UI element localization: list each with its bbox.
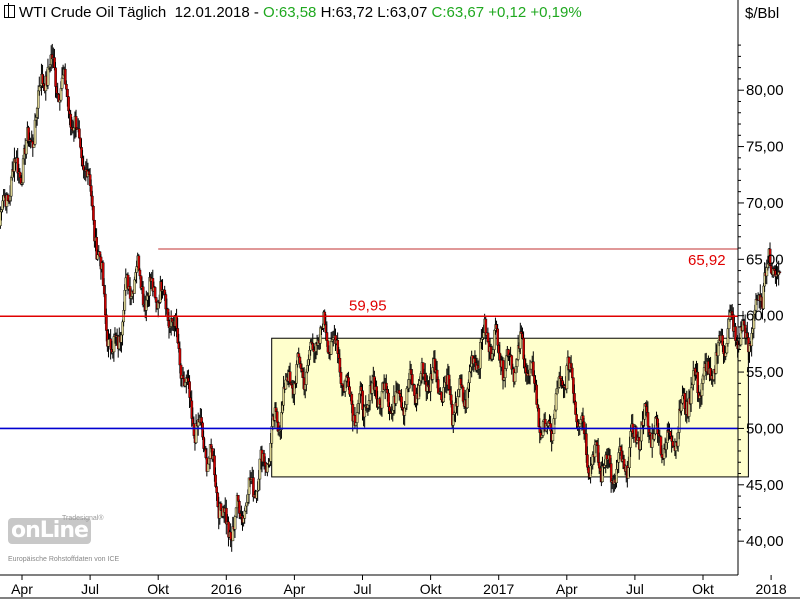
candle-body [587, 467, 590, 474]
candle-body [380, 391, 384, 409]
range-box [271, 337, 749, 478]
instrument-symbol-icon [4, 3, 15, 18]
candle-body [192, 423, 196, 436]
x-tick-label: Jul [81, 581, 99, 597]
candle-body [54, 67, 57, 87]
range-box-layer [271, 337, 749, 478]
candle-body [74, 116, 78, 128]
candle-body [105, 314, 108, 331]
candle-body [554, 393, 558, 411]
watermark-brand: onLine [8, 518, 91, 544]
candle-body [325, 332, 329, 341]
candle-body [107, 339, 110, 347]
candle-body [91, 195, 94, 207]
x-tick-label: Apr [556, 581, 578, 597]
candle-body [280, 412, 283, 430]
candle-body [65, 84, 68, 90]
candle-body [513, 372, 517, 382]
candle-body [468, 371, 471, 383]
candle-body [496, 328, 500, 346]
candle-body [78, 128, 81, 139]
candle-body [133, 279, 136, 294]
candle-body [486, 332, 490, 342]
candle-body [578, 423, 582, 427]
candle-body [233, 516, 237, 530]
watermark-top-text: Tradesignal® [62, 515, 104, 522]
y-tick-label: 50,00 [746, 420, 784, 437]
candle-body [60, 77, 64, 89]
candle-body [689, 387, 693, 404]
x-tick-label: 2016 [211, 581, 242, 597]
candle-body [348, 386, 351, 395]
instrument-name: WTI Crude Oil Täglich [19, 4, 167, 21]
change-percent: +0,19% [530, 4, 582, 21]
x-tick-label: 2017 [483, 581, 514, 597]
candle-body [505, 355, 508, 369]
y-tick-label: 70,00 [746, 195, 784, 212]
candle-body [243, 510, 247, 519]
candle-body [355, 412, 359, 423]
candle-body [571, 367, 574, 378]
watermark-logo: onLine Tradesignal® Europäische Rohstoff… [8, 515, 120, 563]
level-label-59-95: 59,95 [349, 297, 387, 314]
candle-body [153, 287, 157, 298]
x-tick-label: Jul [354, 581, 372, 597]
candle-body [778, 271, 782, 273]
y-tick-label: 75,00 [746, 139, 784, 156]
x-tick-label: Okt [420, 581, 442, 597]
candle-body [551, 433, 555, 441]
candle-body [178, 348, 182, 366]
y-tick-label: 60,00 [746, 308, 784, 325]
candle-body [456, 396, 460, 407]
high-value: H:63,72 [320, 4, 374, 21]
candle-body [482, 332, 485, 338]
watermark-sub-text: Europäische Rohstoffdaten von ICE [8, 556, 120, 563]
x-tick-label: Apr [11, 581, 33, 597]
candle-body [138, 269, 142, 277]
x-tick-label: Okt [692, 581, 714, 597]
candle-body [339, 371, 343, 384]
level-lines-layer: 59,95 65,92 [0, 248, 738, 430]
x-tick-label: Okt [147, 581, 169, 597]
low-value: L:63,07 [377, 4, 428, 21]
candle-body [646, 412, 650, 427]
x-tick-label: Jul [626, 581, 644, 597]
y-tick-label: 40,00 [746, 533, 784, 550]
candle-body [66, 88, 69, 97]
y-tick-label: 65,00 [746, 251, 784, 268]
candle-body [206, 463, 210, 472]
candle-body [671, 441, 675, 447]
x-tick-label: 2018 [756, 581, 787, 597]
candle-body [329, 340, 333, 355]
candle-body [305, 371, 308, 385]
y-tick-label: 80,00 [746, 82, 784, 99]
unit-label: $/Bbl [745, 5, 780, 22]
quote-date: 12.01.2018 [174, 4, 250, 21]
open-value: O:63,58 [263, 4, 317, 21]
level-label-65-92: 65,92 [688, 252, 726, 269]
change-value: +0,12 [488, 4, 527, 21]
candle-body [275, 411, 279, 423]
close-value: C:63,67 [431, 4, 485, 21]
candle-body [215, 486, 218, 494]
x-tick-label: Apr [284, 581, 306, 597]
candles-layer [0, 43, 782, 552]
chart-header: WTI Crude Oil Täglich 12.01.2018 - O:63,… [4, 3, 582, 21]
candle-body [413, 384, 416, 396]
y-tick-label: 55,00 [746, 364, 784, 381]
candle-body [411, 374, 414, 386]
y-tick-label: 45,00 [746, 477, 784, 494]
candle-body [92, 205, 95, 221]
